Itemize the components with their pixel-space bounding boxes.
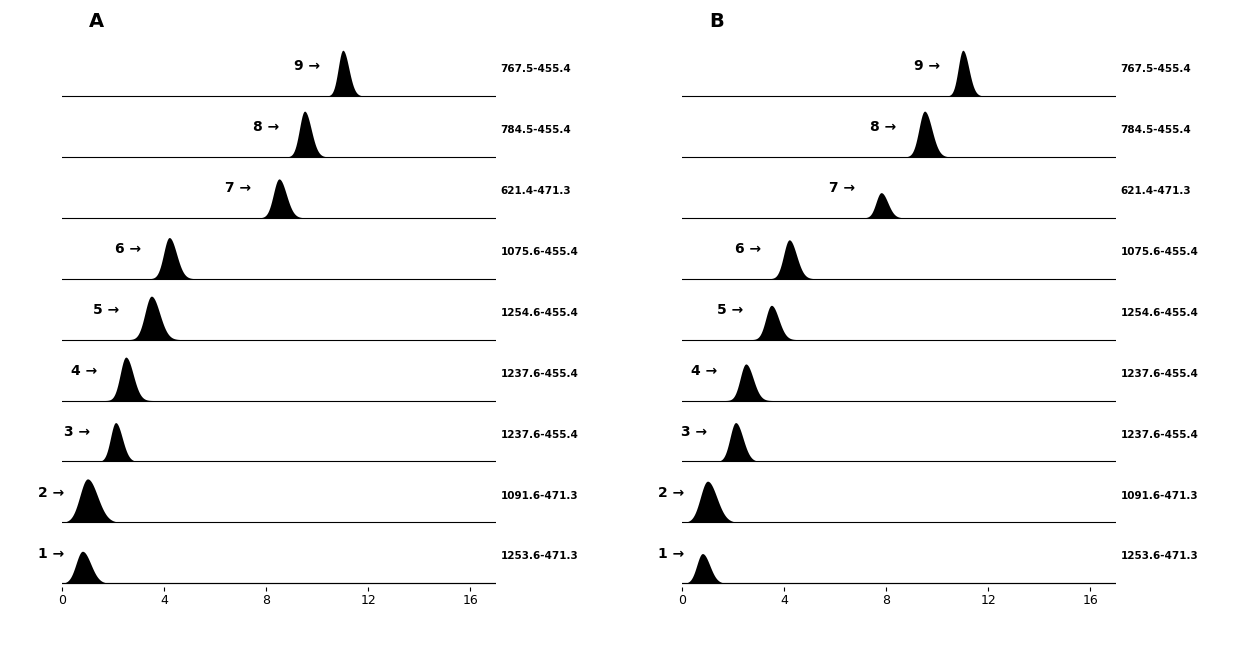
Text: 1237.6-455.4: 1237.6-455.4 (500, 369, 578, 379)
Text: 5 →: 5 → (717, 303, 743, 317)
Text: 784.5-455.4: 784.5-455.4 (500, 125, 572, 135)
Text: 6 →: 6 → (115, 242, 141, 256)
Text: 1254.6-455.4: 1254.6-455.4 (1121, 308, 1198, 318)
Text: 4 →: 4 → (692, 364, 718, 378)
Text: 9 →: 9 → (294, 59, 320, 73)
Text: B: B (709, 12, 724, 30)
Text: 1253.6-471.3: 1253.6-471.3 (1121, 551, 1198, 562)
Text: 621.4-471.3: 621.4-471.3 (1121, 186, 1190, 196)
Text: 4 →: 4 → (72, 364, 98, 378)
Text: 1 →: 1 → (658, 546, 684, 561)
Text: 3 →: 3 → (64, 424, 91, 439)
Text: 767.5-455.4: 767.5-455.4 (1121, 64, 1192, 74)
Text: 2 →: 2 → (38, 486, 64, 500)
Text: 2 →: 2 → (658, 486, 684, 500)
Text: 1075.6-455.4: 1075.6-455.4 (500, 247, 578, 257)
Text: 1237.6-455.4: 1237.6-455.4 (1121, 430, 1198, 440)
Text: A: A (89, 12, 104, 30)
Text: 767.5-455.4: 767.5-455.4 (500, 64, 572, 74)
Text: 7 →: 7 → (224, 181, 250, 195)
Text: 9 →: 9 → (914, 59, 940, 73)
Text: 1237.6-455.4: 1237.6-455.4 (1121, 369, 1198, 379)
Text: 1237.6-455.4: 1237.6-455.4 (500, 430, 578, 440)
Text: 1075.6-455.4: 1075.6-455.4 (1121, 247, 1198, 257)
Text: 1253.6-471.3: 1253.6-471.3 (500, 551, 578, 562)
Text: 1091.6-471.3: 1091.6-471.3 (500, 491, 578, 501)
Text: 3 →: 3 → (682, 424, 708, 439)
Text: 1 →: 1 → (38, 546, 64, 561)
Text: 8 →: 8 → (253, 120, 279, 134)
Text: 784.5-455.4: 784.5-455.4 (1121, 125, 1192, 135)
Text: 1091.6-471.3: 1091.6-471.3 (1121, 491, 1198, 501)
Text: 5 →: 5 → (93, 303, 119, 317)
Text: 1254.6-455.4: 1254.6-455.4 (500, 308, 578, 318)
Text: 8 →: 8 → (870, 120, 897, 134)
Text: 6 →: 6 → (735, 242, 761, 256)
Text: 7 →: 7 → (830, 181, 856, 195)
Text: 621.4-471.3: 621.4-471.3 (500, 186, 570, 196)
